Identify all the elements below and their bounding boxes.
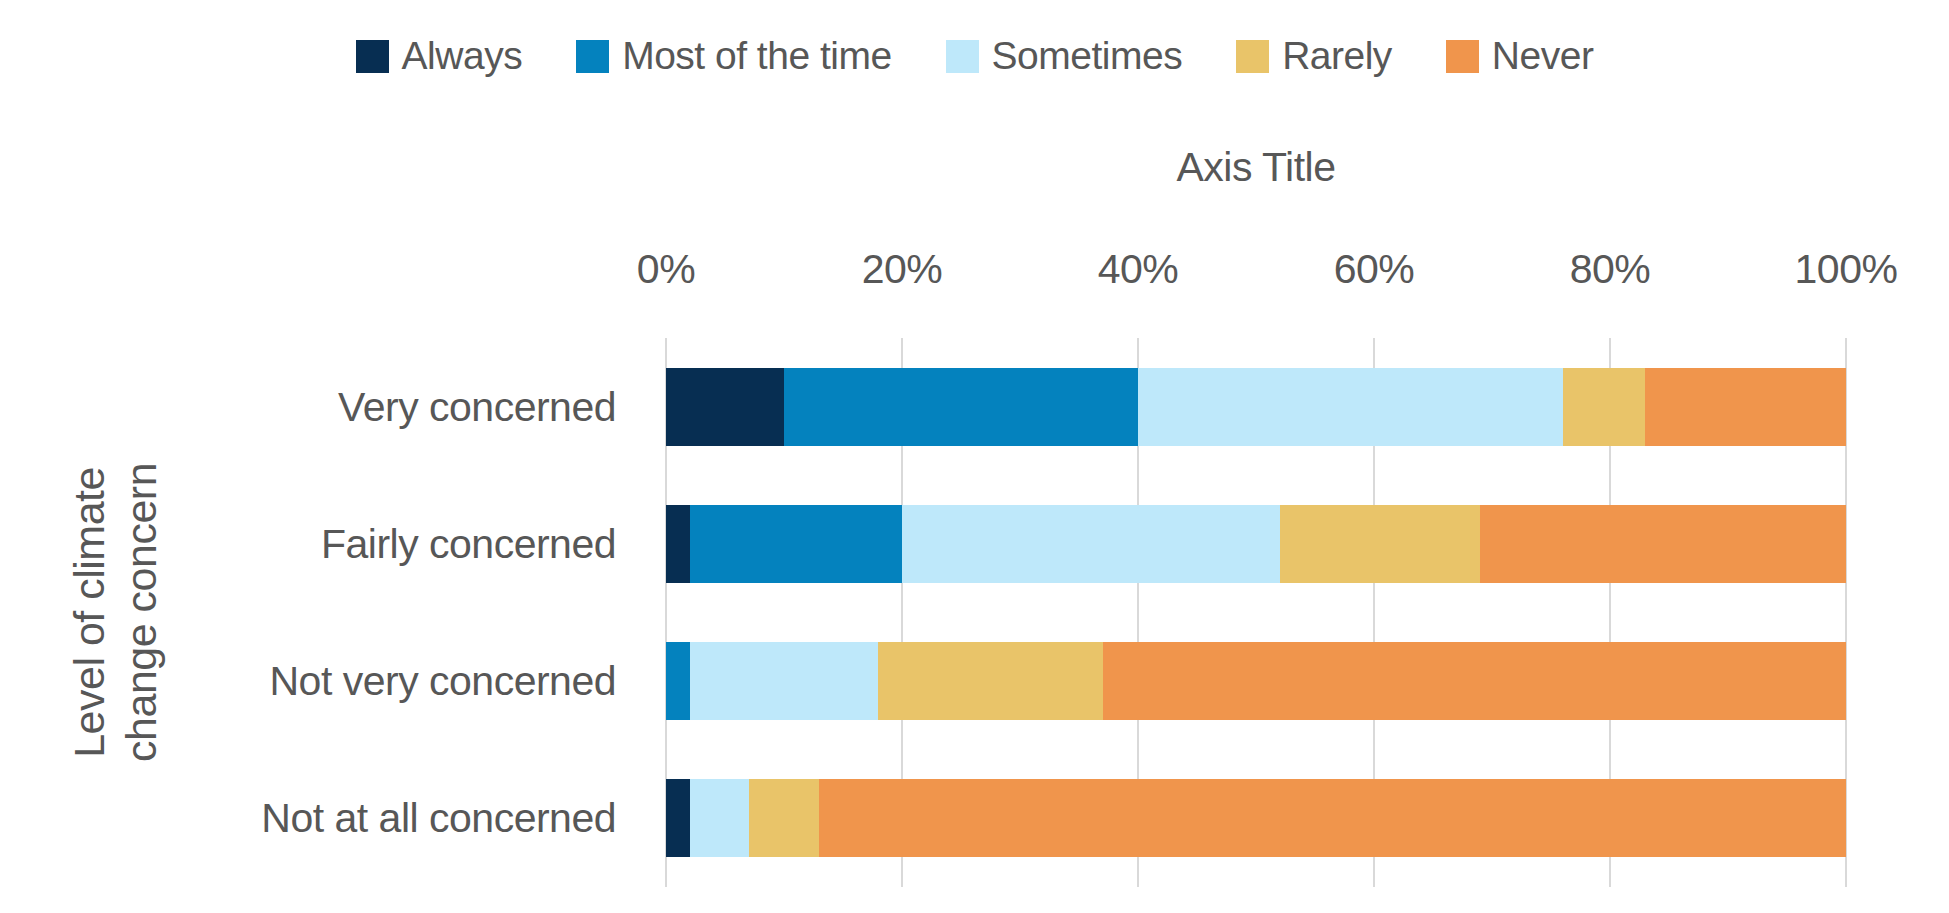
x-tick-label: 0% — [637, 246, 695, 293]
x-tick-label: 40% — [1098, 246, 1179, 293]
bar-segment — [819, 779, 1846, 857]
x-tick-label: 100% — [1795, 246, 1898, 293]
y-axis-label: Not very concerned — [269, 658, 616, 705]
legend-label: Sometimes — [992, 34, 1183, 78]
legend-label: Always — [402, 34, 523, 78]
bar-segment — [1645, 368, 1846, 446]
legend-item: Never — [1446, 34, 1594, 78]
legend-item: Most of the time — [576, 34, 891, 78]
legend-label: Never — [1492, 34, 1594, 78]
x-tick-label: 20% — [862, 246, 943, 293]
bar-segment — [690, 642, 879, 720]
stacked-bar — [666, 368, 1846, 446]
bar-segment — [666, 368, 784, 446]
x-axis-title: Axis Title — [666, 144, 1846, 191]
stacked-bar — [666, 642, 1846, 720]
legend-swatch-icon — [356, 40, 389, 73]
x-tick-label: 60% — [1334, 246, 1415, 293]
bar-segment — [1480, 505, 1846, 583]
stacked-bar — [666, 779, 1846, 857]
legend-item: Sometimes — [946, 34, 1183, 78]
legend-item: Rarely — [1236, 34, 1392, 78]
bar-segment — [749, 779, 820, 857]
bar-segment — [666, 642, 690, 720]
x-axis-ticks: 0%20%40%60%80%100% — [666, 246, 1846, 298]
bar-segment — [666, 779, 690, 857]
y-axis-label: Very concerned — [338, 383, 616, 430]
legend-label: Most of the time — [622, 34, 891, 78]
bar-segment — [878, 642, 1102, 720]
bar-row — [666, 475, 1846, 612]
bar-segment — [666, 505, 690, 583]
bar-row — [666, 338, 1846, 475]
y-axis-title: Level of climate change concern — [30, 338, 200, 887]
chart-canvas: Always Most of the time Sometimes Rarely Nev… — [0, 0, 1949, 913]
stacked-bar — [666, 505, 1846, 583]
legend-swatch-icon — [1446, 40, 1479, 73]
bar-segment — [690, 505, 902, 583]
bar-segment — [784, 368, 1138, 446]
bar-segment — [1138, 368, 1563, 446]
bar-segment — [1563, 368, 1646, 446]
bar-segment — [902, 505, 1280, 583]
y-axis-label: Not at all concerned — [261, 795, 616, 842]
y-axis-title-line1: Level of climate — [63, 463, 115, 762]
x-tick-label: 80% — [1570, 246, 1651, 293]
bar-row — [666, 750, 1846, 887]
y-axis-title-line2: change concern — [115, 463, 167, 762]
y-axis-title-text: Level of climate change concern — [63, 463, 168, 762]
legend-label: Rarely — [1282, 34, 1392, 78]
bar-segment — [1280, 505, 1481, 583]
legend-swatch-icon — [576, 40, 609, 73]
bar-segment — [690, 779, 749, 857]
bar-row — [666, 613, 1846, 750]
legend-swatch-icon — [1236, 40, 1269, 73]
y-axis-label: Fairly concerned — [321, 520, 616, 567]
legend-item: Always — [356, 34, 523, 78]
bar-segment — [1103, 642, 1846, 720]
plot-area — [666, 338, 1846, 887]
legend: Always Most of the time Sometimes Rarely Nev… — [0, 34, 1949, 78]
legend-swatch-icon — [946, 40, 979, 73]
